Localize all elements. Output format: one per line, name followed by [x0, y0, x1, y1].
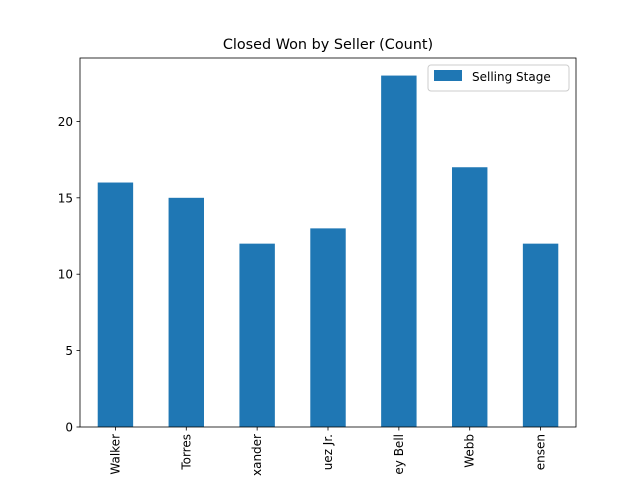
x-axis: Walker Torres xander uez Jr. ey Bell Webb ense…	[108, 427, 548, 476]
legend-swatch	[434, 70, 462, 81]
y-axis: 0 5 10 15 20	[58, 115, 80, 435]
plot-frame	[79, 57, 577, 428]
x-tick-label: Webb	[463, 434, 477, 468]
chart-title: Closed Won by Seller (Count)	[223, 37, 433, 53]
x-tick-label: uez Jr.	[321, 434, 335, 470]
bar	[381, 75, 417, 427]
legend-box	[427, 64, 570, 92]
y-tick-label: 5	[65, 344, 73, 358]
bar	[239, 243, 275, 427]
x-tick-label: ensen	[534, 434, 548, 470]
bar	[452, 167, 488, 427]
y-tick-label: 0	[65, 421, 73, 435]
x-tick-label: xander	[250, 434, 264, 476]
y-tick-label: 20	[58, 115, 73, 129]
bar	[310, 228, 346, 427]
legend-label: Selling Stage	[472, 70, 551, 84]
bar	[168, 197, 204, 427]
x-tick-label: Walker	[108, 434, 122, 475]
bar	[97, 182, 134, 427]
legend: Selling Stage	[427, 64, 570, 92]
bar	[522, 243, 559, 427]
x-tick-label: Torres	[179, 434, 193, 471]
y-tick-label: 10	[58, 268, 73, 282]
y-tick-label: 15	[58, 191, 73, 205]
x-tick-label: ey Bell	[392, 434, 406, 475]
bars-layer	[97, 75, 559, 427]
